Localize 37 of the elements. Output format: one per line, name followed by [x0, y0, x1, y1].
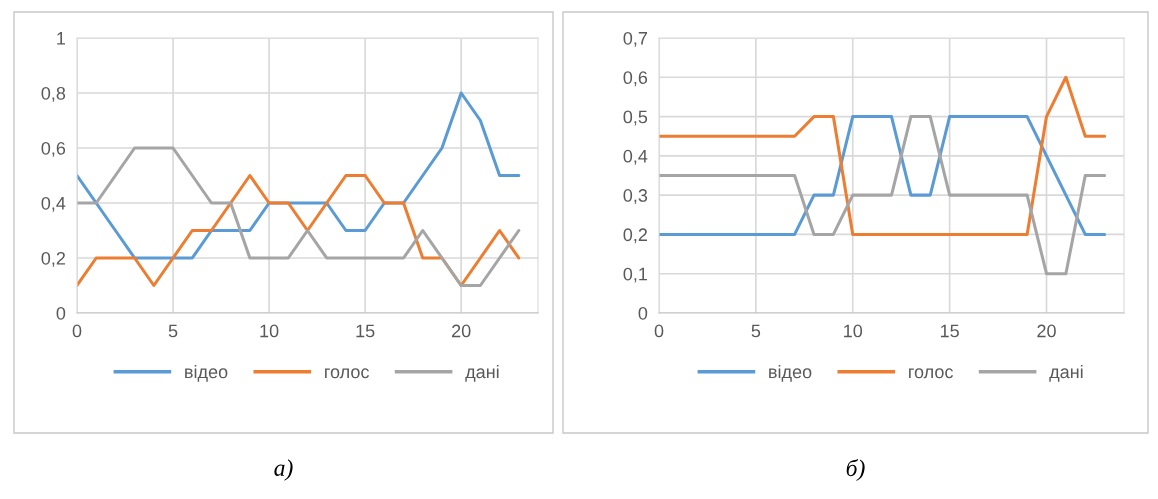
x-tick-label: 10 [260, 324, 279, 338]
legend-label: голос [325, 368, 369, 379]
x-tick-label: 5 [751, 324, 761, 338]
y-tick-label: 0,2 [41, 251, 65, 267]
y-tick-label: 0 [638, 306, 648, 320]
y-tick-label: 0,4 [623, 149, 648, 165]
x-tick-label: 10 [844, 324, 863, 338]
line-series [77, 173, 521, 288]
legend-label: відео [185, 365, 228, 382]
line-series [659, 115, 1107, 276]
text: б) [846, 459, 865, 481]
x-tick-label: 0 [654, 324, 664, 338]
y-tick-label: 0,2 [623, 228, 647, 244]
y-tick-label: 0,5 [623, 110, 648, 126]
legend-label: дані [465, 365, 499, 382]
y-tick-label: 1 [57, 32, 66, 45]
y-tick-label: 0,4 [41, 196, 66, 212]
y-tick-label: 0 [56, 306, 66, 320]
x-tick-label: 20 [1037, 324, 1056, 338]
legend-label: дані [1049, 365, 1083, 382]
y-tick-label: 0,7 [623, 31, 647, 47]
legend-label: голос [909, 368, 953, 379]
y-tick-label: 0,1 [623, 267, 648, 283]
x-tick-label: 0 [72, 324, 82, 338]
line-series [659, 75, 1107, 236]
x-tick-label: 5 [168, 324, 178, 338]
legend-label: відео [769, 365, 812, 382]
x-tick-label: 15 [356, 324, 375, 338]
y-tick-label: 0,6 [623, 71, 648, 87]
line-series [659, 115, 1107, 236]
y-tick-label: 0,6 [41, 141, 66, 157]
y-tick-label: 0,8 [41, 86, 66, 102]
line-series [77, 146, 521, 288]
text: а) [274, 459, 293, 481]
y-tick-label: 0,3 [623, 189, 648, 204]
x-tick-label: 15 [940, 324, 959, 338]
x-tick-label: 20 [452, 324, 471, 338]
